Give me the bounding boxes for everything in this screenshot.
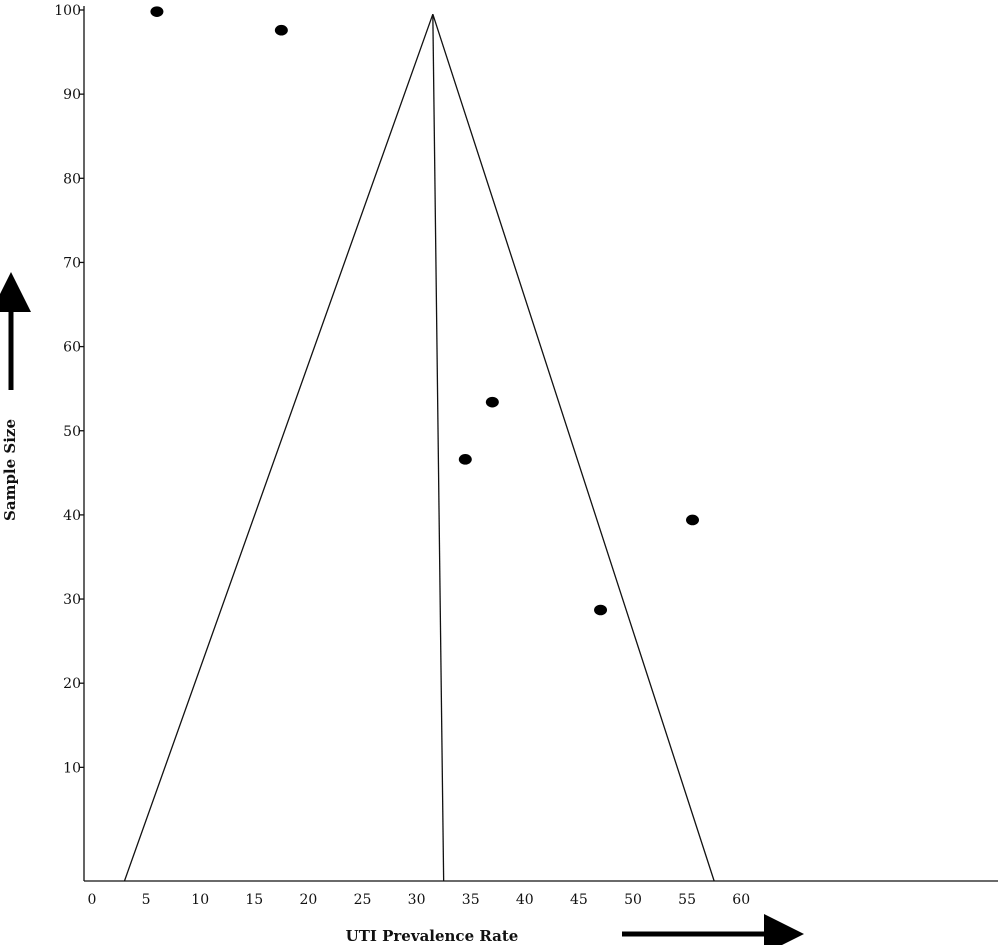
y-tick-label: 80: [63, 171, 81, 187]
x-tick-label: 45: [570, 892, 588, 908]
data-point: [458, 454, 472, 465]
x-tick-label: 35: [462, 892, 480, 908]
x-axis-title: UTI Prevalence Rate: [346, 927, 519, 945]
y-tick-label: 10: [63, 760, 81, 776]
y-axis-title-group: Sample Size: [0, 272, 31, 521]
funnel-center-line: [432, 14, 445, 882]
y-axis-ticks: 10 20 30 40 50 60 70 80 90 100: [54, 3, 84, 776]
y-axis-title: Sample Size: [1, 419, 19, 521]
data-points: [150, 6, 700, 616]
x-tick-label: 55: [678, 892, 696, 908]
x-tick-label: 25: [354, 892, 372, 908]
y-tick-label: 100: [54, 3, 81, 19]
funnel-right-boundary: [432, 14, 715, 882]
x-tick-label: 40: [516, 892, 534, 908]
y-tick-label: 70: [63, 255, 81, 271]
x-tick-label: 50: [624, 892, 642, 908]
funnel-left-boundary: [123, 13, 434, 882]
y-tick-label: 30: [63, 592, 81, 608]
x-tick-label: 30: [408, 892, 426, 908]
funnel-lines: [123, 13, 715, 882]
y-tick-label: 60: [63, 340, 81, 356]
x-tick-label: 20: [299, 892, 317, 908]
data-point: [485, 396, 499, 408]
axes: [83, 6, 998, 882]
data-point: [274, 24, 288, 36]
x-tick-label: 0: [88, 892, 97, 908]
x-tick-label: 5: [142, 892, 151, 908]
y-tick-label: 50: [63, 424, 81, 440]
x-axis-ticks: 0 5 10 15 20 25 30 35 40 45 50 55 60: [88, 892, 751, 908]
x-tick-label: 60: [732, 892, 750, 908]
x-tick-label: 15: [245, 892, 263, 908]
y-tick-label: 20: [63, 676, 81, 692]
x-axis-title-group: UTI Prevalence Rate: [346, 914, 804, 945]
x-tick-label: 10: [191, 892, 209, 908]
y-tick-label: 90: [63, 87, 81, 103]
y-tick-label: 40: [63, 508, 81, 524]
data-point: [150, 6, 164, 17]
data-point: [686, 514, 700, 526]
data-point: [594, 604, 608, 616]
